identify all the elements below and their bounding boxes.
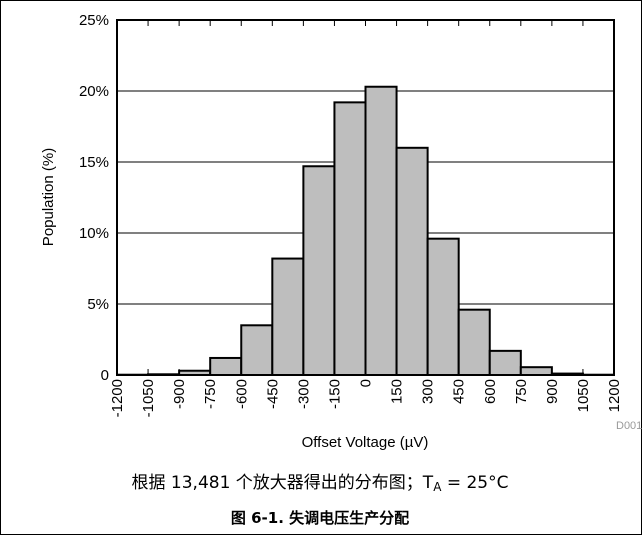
- x-tick-label: -600: [233, 379, 250, 409]
- x-tick-label: 1200: [606, 379, 623, 412]
- histogram-bar: [209, 356, 243, 376]
- figure-note: 根据 13,481 个放大器得出的分布图；TA = 25°C: [0, 468, 640, 494]
- y-tick-label: 0: [101, 367, 109, 384]
- x-tick-label: 300: [420, 379, 437, 404]
- x-tick-label: -450: [264, 379, 281, 409]
- figure-code-label: D001: [616, 420, 642, 432]
- histogram-bar: [302, 165, 336, 376]
- x-tick-label: 900: [544, 379, 561, 404]
- histogram-bar: [395, 146, 429, 376]
- histogram-bar: [333, 101, 367, 377]
- y-tick-label: 15%: [79, 154, 109, 171]
- histogram-bar: [271, 257, 305, 376]
- x-tick-label: -900: [171, 379, 188, 409]
- histogram-bar: [457, 308, 491, 376]
- x-tick-label: 600: [482, 379, 499, 404]
- x-tick-label: 0: [358, 379, 375, 387]
- y-tick-label: 5%: [87, 296, 109, 313]
- x-tick-label: -750: [202, 379, 219, 409]
- note-subscript: A: [433, 480, 442, 494]
- x-tick-label: 150: [389, 379, 406, 404]
- y-axis-title: Population (%): [40, 148, 57, 246]
- figure-title: 图 6-1. 失调电压生产分配: [230, 509, 410, 527]
- histogram-bar: [519, 366, 553, 377]
- x-tick-label: -1200: [109, 379, 126, 417]
- note-text: 根据 13,481 个放大器得出的分布图；T: [131, 473, 434, 493]
- histogram-chart: 0 5% 10% 15% 20% 25% -1200 -1050 -900 -750 -600 -45…: [40, 12, 642, 451]
- x-tick-label: 450: [451, 379, 468, 404]
- x-tick-label: 750: [513, 379, 530, 404]
- histogram-bar: [488, 349, 522, 376]
- histogram-bar: [426, 237, 460, 376]
- x-axis-title: Offset Voltage (µV): [302, 434, 429, 451]
- axis-ticks: [116, 19, 615, 376]
- x-tick-label: -1050: [140, 379, 157, 417]
- histogram-bars: [116, 85, 615, 377]
- x-tick-label: -150: [326, 379, 343, 409]
- note-tail: = 25°C: [441, 473, 509, 493]
- y-tick-label: 20%: [79, 83, 109, 100]
- y-tick-label: 25%: [79, 12, 109, 29]
- histogram-bar: [364, 85, 398, 377]
- y-tick-label: 10%: [79, 225, 109, 242]
- tick-labels: 0 5% 10% 15% 20% 25% -1200 -1050 -900 -750 -600 -45…: [79, 12, 623, 417]
- histogram-bar: [240, 324, 274, 376]
- x-tick-label: 1050: [575, 379, 592, 412]
- x-tick-label: -300: [295, 379, 312, 409]
